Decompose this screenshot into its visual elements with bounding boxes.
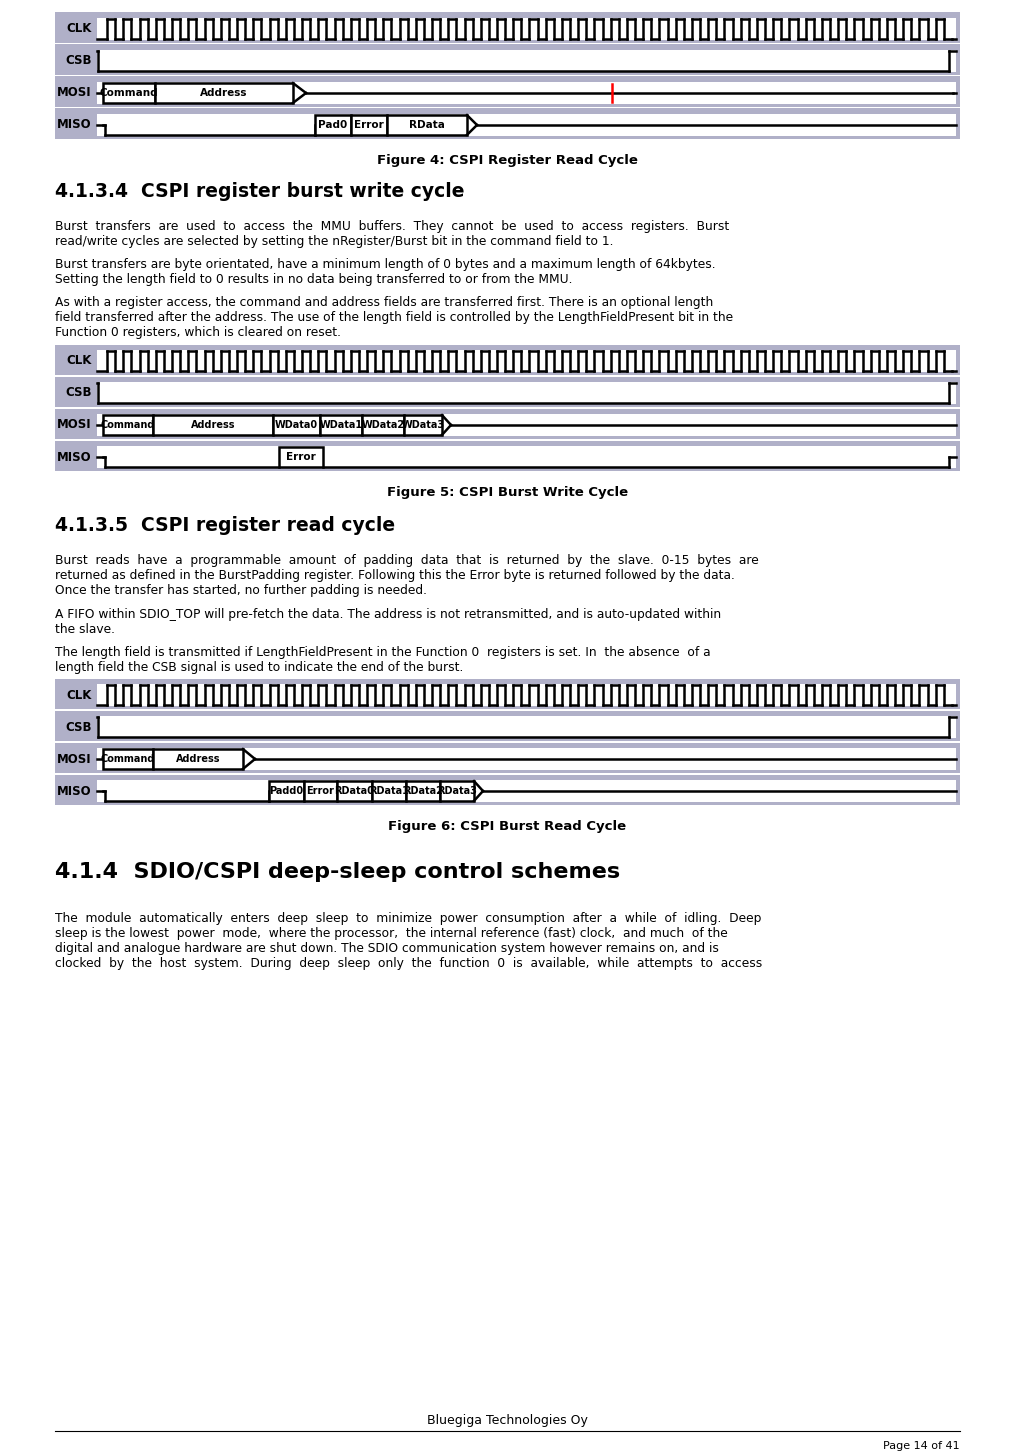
Text: Address: Address [191, 419, 235, 429]
Bar [55, 679, 960, 710]
Text: MISO: MISO [58, 119, 92, 132]
Bar [273, 415, 320, 435]
Text: CSB: CSB [66, 55, 92, 68]
Text: RData1: RData1 [369, 786, 409, 797]
Bar [153, 749, 243, 769]
Text: 4.1.3.4  CSPI register burst write cycle: 4.1.3.4 CSPI register burst write cycle [55, 181, 465, 202]
Text: MISO: MISO [58, 450, 92, 463]
Bar [55, 45, 960, 75]
Text: A FIFO within SDIO_TOP will pre-fetch the data. The address is not retransmitted: A FIFO within SDIO_TOP will pre-fetch th… [55, 608, 721, 636]
Text: Padd0: Padd0 [269, 786, 303, 797]
Bar [155, 83, 293, 103]
Text: WData1: WData1 [320, 419, 362, 429]
Text: MOSI: MOSI [58, 87, 92, 100]
Text: Address: Address [200, 89, 248, 99]
Text: CSB: CSB [66, 721, 92, 734]
Bar [55, 743, 960, 773]
Bar [55, 711, 960, 741]
Bar [97, 382, 956, 403]
Text: Burst transfers are byte orientated, have a minimum length of 0 bytes and a maxi: Burst transfers are byte orientated, hav… [55, 258, 716, 286]
Bar [97, 83, 956, 104]
Bar [97, 414, 956, 435]
Bar [97, 781, 956, 802]
Bar [387, 115, 467, 135]
Bar [269, 781, 304, 801]
Bar [406, 781, 439, 801]
Bar [55, 441, 960, 472]
Bar [55, 77, 960, 107]
Text: CLK: CLK [67, 354, 92, 367]
Bar [439, 781, 474, 801]
Text: CSB: CSB [66, 386, 92, 399]
Text: MOSI: MOSI [58, 418, 92, 431]
Bar [97, 445, 956, 469]
Text: Figure 6: CSPI Burst Read Cycle: Figure 6: CSPI Burst Read Cycle [389, 820, 626, 833]
Bar [103, 749, 153, 769]
Text: The length field is transmitted if LengthFieldPresent in the Function 0  registe: The length field is transmitted if Lengt… [55, 646, 710, 675]
Bar [153, 415, 273, 435]
Text: Burst  reads  have  a  programmable  amount  of  padding  data  that  is  return: Burst reads have a programmable amount o… [55, 554, 759, 596]
Text: RData: RData [409, 120, 445, 131]
Text: Command: Command [99, 89, 158, 99]
Bar [337, 781, 373, 801]
Bar [315, 115, 351, 135]
Bar [55, 376, 960, 406]
Text: 4.1.3.5  CSPI register read cycle: 4.1.3.5 CSPI register read cycle [55, 517, 395, 535]
Bar [304, 781, 337, 801]
Bar [55, 13, 960, 44]
Text: Command: Command [100, 755, 155, 765]
Text: WData0: WData0 [275, 419, 318, 429]
Text: Address: Address [176, 755, 220, 765]
Bar [103, 83, 155, 103]
Text: MOSI: MOSI [58, 753, 92, 766]
Text: Error: Error [286, 453, 316, 461]
Bar [55, 109, 960, 139]
Text: Figure 4: CSPI Register Read Cycle: Figure 4: CSPI Register Read Cycle [377, 154, 638, 167]
Bar [404, 415, 442, 435]
Text: Page 14 of 41: Page 14 of 41 [883, 1441, 960, 1451]
Bar [373, 781, 406, 801]
Text: Figure 5: CSPI Burst Write Cycle: Figure 5: CSPI Burst Write Cycle [387, 486, 628, 499]
Text: Burst  transfers  are  used  to  access  the  MMU  buffers.  They  cannot  be  u: Burst transfers are used to access the M… [55, 221, 729, 248]
Text: Bluegiga Technologies Oy: Bluegiga Technologies Oy [427, 1415, 588, 1426]
Text: RData0: RData0 [335, 786, 375, 797]
Text: RData2: RData2 [403, 786, 443, 797]
Text: The  module  automatically  enters  deep  sleep  to  minimize  power  consumptio: The module automatically enters deep sle… [55, 913, 762, 971]
Text: RData3: RData3 [437, 786, 477, 797]
Text: Command: Command [100, 419, 155, 429]
Text: Error: Error [354, 120, 384, 131]
Text: CLK: CLK [67, 23, 92, 35]
Text: WData2: WData2 [361, 419, 405, 429]
Text: Pad0: Pad0 [319, 120, 347, 131]
Bar [320, 415, 362, 435]
Bar [97, 683, 956, 707]
Bar [97, 115, 956, 136]
Text: Error: Error [307, 786, 334, 797]
Bar [55, 344, 960, 374]
Bar [362, 415, 404, 435]
Text: MISO: MISO [58, 785, 92, 798]
Bar [97, 749, 956, 770]
Bar [351, 115, 387, 135]
Text: As with a register access, the command and address fields are transferred first.: As with a register access, the command a… [55, 296, 733, 340]
Text: CLK: CLK [67, 689, 92, 701]
Bar [97, 350, 956, 371]
Bar [55, 409, 960, 440]
Bar [97, 49, 956, 73]
Bar [97, 17, 956, 41]
Text: WData3: WData3 [402, 419, 445, 429]
Text: 4.1.4  SDIO/CSPI deep-sleep control schemes: 4.1.4 SDIO/CSPI deep-sleep control schem… [55, 862, 620, 882]
Bar [279, 447, 323, 467]
Bar [55, 775, 960, 805]
Bar [103, 415, 153, 435]
Bar [97, 715, 956, 739]
